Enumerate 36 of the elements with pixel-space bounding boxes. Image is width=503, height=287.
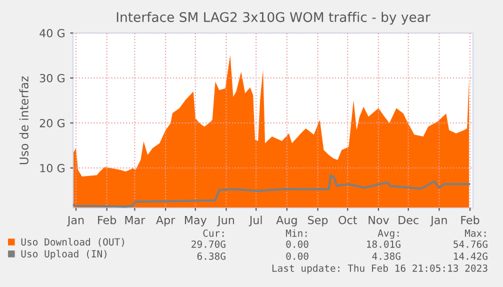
x-tick-label: Sep (308, 216, 328, 226)
text: 0.00 (286, 240, 308, 248)
x-tick-label: Apr (156, 216, 176, 226)
chart-title: Interface SM LAG2 3x10G WOM traffic - by year (116, 12, 430, 25)
x-tick-label: Nov (368, 216, 389, 224)
legend-label: Uso Upload (IN) (21, 250, 106, 260)
y-tick-label: 10 G (40, 164, 64, 172)
x-tick-label: Jan (66, 216, 84, 226)
text: 54.76G (454, 240, 488, 248)
text: Avg: (378, 230, 399, 239)
line-series (73, 174, 470, 208)
y-axis-title: Uso de interfaz (19, 76, 28, 164)
x-tick-label: Jan (430, 216, 447, 226)
x-tick-label: Aug (276, 216, 297, 226)
legend-label: Uso Download (OUT) (21, 238, 124, 247)
y-tick-label: 20 G (40, 118, 64, 128)
text: 14.42G (454, 252, 488, 260)
x-tick-label: Mar (125, 216, 146, 224)
text: Last update: Thu Feb 16 21:05:13 2023 (272, 264, 488, 274)
x-tick-label: Jul (248, 216, 262, 226)
text: 29.70G (192, 240, 226, 248)
x-tick-label: May (184, 216, 207, 226)
x-tick-label: Feb (98, 216, 116, 224)
x-tick-label: Jun (216, 216, 234, 226)
y-tick-label: 30 G (40, 74, 64, 82)
text: 0.00 (286, 252, 308, 260)
text: 18.01G (367, 240, 400, 248)
text: Min: (286, 229, 307, 237)
x-tick-label: Oct (338, 216, 357, 224)
text: Cur: (203, 229, 224, 237)
text: 6.38G (197, 252, 226, 260)
text: 4.38G (372, 252, 400, 260)
x-tick-label: Dec (398, 216, 418, 224)
y-tick-label: 40 G (40, 28, 64, 38)
text: Max: (464, 230, 486, 237)
x-tick-label: Feb (461, 216, 480, 224)
